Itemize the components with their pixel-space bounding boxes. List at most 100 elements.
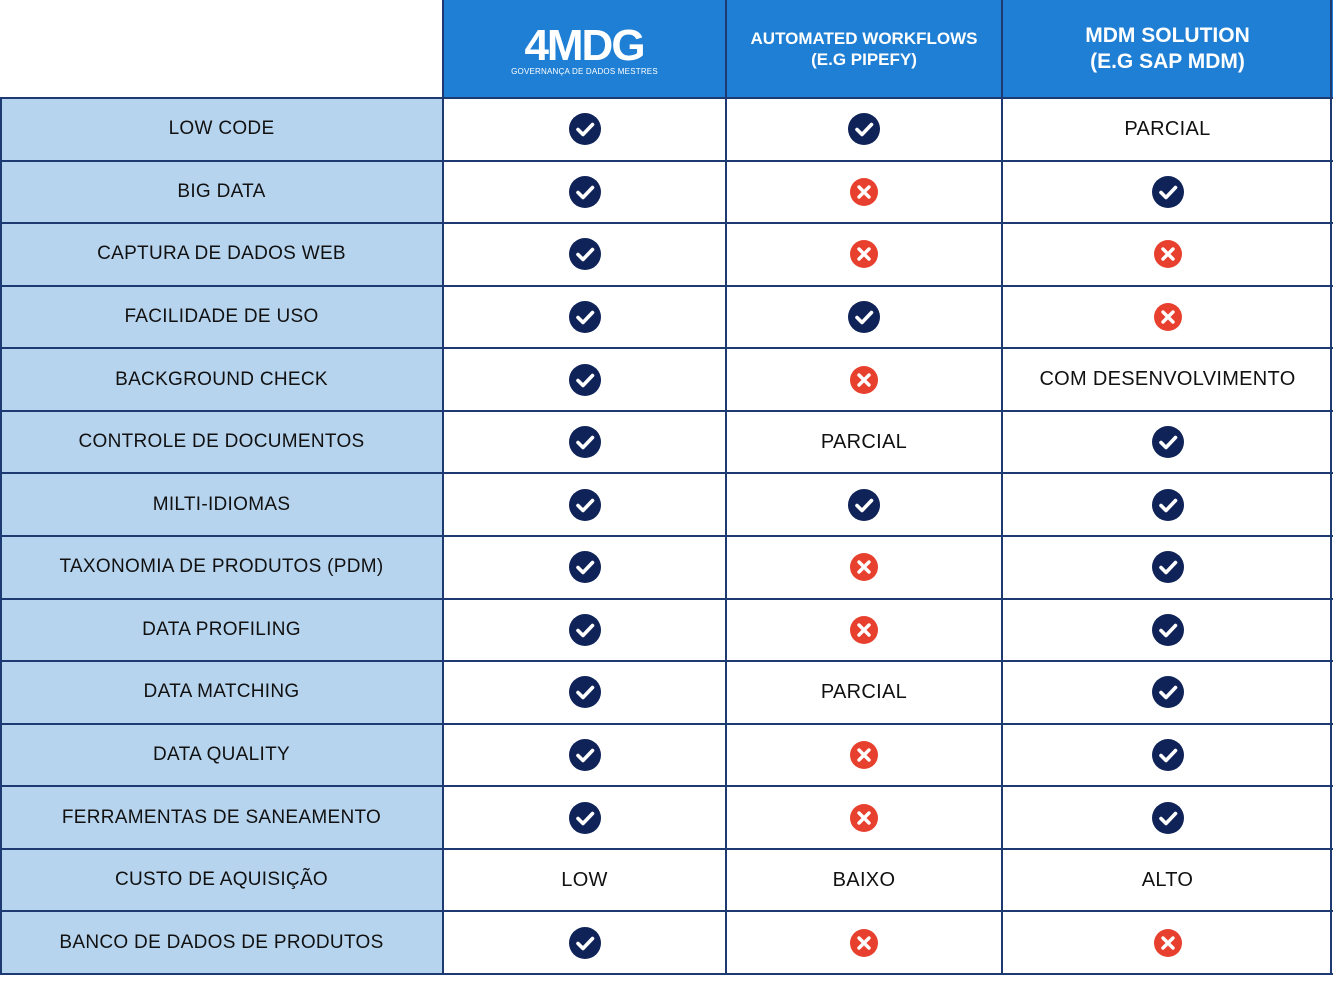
table-cell [726, 535, 1002, 599]
row-divider [0, 847, 1333, 850]
header-col-title: MDM SOLUTION [1085, 23, 1250, 47]
row-divider [0, 785, 1333, 788]
table-cell [1002, 285, 1333, 349]
cross-icon [850, 740, 878, 769]
check-icon [568, 426, 601, 459]
check-icon [568, 488, 601, 521]
table-cell: ALTO [1002, 848, 1333, 912]
table-cell [443, 348, 726, 411]
column-divider [1330, 0, 1332, 975]
row-divider [0, 534, 1333, 537]
check-icon [568, 613, 601, 646]
feature-label: LOW CODE [0, 98, 443, 161]
header-col-subtitle: (E.G SAP MDM) [1090, 50, 1245, 73]
table-cell: PARCIAL [1002, 98, 1333, 161]
row-divider [0, 347, 1333, 350]
table-cell [1002, 535, 1333, 599]
row-divider [0, 159, 1333, 162]
header-col-title: AUTOMATED WORKFLOWS [750, 28, 978, 48]
header-mdm-solution: MDM SOLUTION (E.G SAP MDM) [1002, 0, 1333, 98]
table-cell [1002, 473, 1333, 536]
table-cell [443, 160, 726, 224]
table-cell [1002, 410, 1333, 474]
feature-label: CUSTO DE AQUISIÇÃO [0, 848, 443, 912]
check-icon [568, 551, 601, 584]
table-cell: PARCIAL [726, 661, 1002, 724]
check-icon [568, 113, 601, 146]
table-cell [443, 223, 726, 286]
cross-icon [1153, 240, 1182, 269]
logo-wordmark-text: 4MDG [525, 22, 644, 66]
check-icon [848, 488, 880, 521]
table-cell [1002, 911, 1333, 974]
check-icon [568, 676, 601, 709]
check-icon [1151, 801, 1184, 834]
check-icon [1151, 613, 1184, 646]
table-cell [1002, 723, 1333, 787]
table-cell [726, 723, 1002, 787]
feature-label: DATA PROFILING [0, 598, 443, 662]
cross-icon [850, 240, 878, 269]
table-cell [726, 598, 1002, 662]
header-col-subtitle: (E.G PIPEFY) [811, 50, 917, 69]
feature-label: CAPTURA DE DADOS WEB [0, 223, 443, 286]
table-cell [726, 285, 1002, 349]
table-cell [443, 661, 726, 724]
table-cell [443, 285, 726, 349]
table-cell [1002, 160, 1333, 224]
table-cell [443, 723, 726, 787]
column-divider [725, 0, 727, 975]
table-cell [443, 410, 726, 474]
table-cell [443, 786, 726, 849]
cross-icon [850, 803, 878, 832]
check-icon [1151, 551, 1184, 584]
table-cell [726, 473, 1002, 536]
table-cell [726, 786, 1002, 849]
check-icon [1151, 676, 1184, 709]
check-icon [848, 113, 880, 146]
check-icon [568, 300, 601, 333]
cross-icon [850, 365, 878, 394]
table-cell [443, 98, 726, 161]
table-cell [726, 98, 1002, 161]
table-cell: PARCIAL [726, 410, 1002, 474]
check-icon [568, 238, 601, 271]
logo: 4MDG GOVERNANÇA DE DADOS MESTRES [511, 22, 658, 76]
check-icon [848, 300, 880, 333]
cell-text: PARCIAL [820, 680, 908, 703]
cell-text: ALTO [1141, 868, 1194, 891]
table-cell [443, 911, 726, 974]
column-divider [442, 0, 444, 975]
feature-label: DATA QUALITY [0, 723, 443, 787]
cross-icon [850, 553, 878, 582]
feature-label: BACKGROUND CHECK [0, 348, 443, 411]
cross-icon [850, 928, 878, 957]
table-cell [726, 223, 1002, 286]
cross-icon [850, 615, 878, 644]
check-icon [568, 363, 601, 396]
table-cell [1002, 661, 1333, 724]
table-cell [726, 348, 1002, 411]
cell-text: PARCIAL [820, 430, 908, 453]
feature-label: FACILIDADE DE USO [0, 285, 443, 349]
row-divider [0, 722, 1333, 725]
check-icon [1151, 175, 1184, 208]
logo-wordmark: 4MDG [525, 22, 646, 66]
check-icon [568, 801, 601, 834]
column-divider [0, 98, 2, 975]
row-divider [0, 222, 1333, 225]
logo-tagline: GOVERNANÇA DE DADOS MESTRES [511, 67, 658, 76]
row-divider [0, 597, 1333, 600]
table-cell: BAIXO [726, 848, 1002, 912]
table-cell [726, 160, 1002, 224]
table-cell [1002, 223, 1333, 286]
cross-icon [850, 177, 878, 206]
table-cell [443, 598, 726, 662]
feature-label: CONTROLE DE DOCUMENTOS [0, 410, 443, 474]
cell-text: BAIXO [832, 868, 896, 891]
table-cell [1002, 598, 1333, 662]
feature-label: TAXONOMIA DE PRODUTOS (PDM) [0, 535, 443, 599]
table-cell [443, 535, 726, 599]
cell-text: COM DESENVOLVIMENTO [1039, 368, 1296, 391]
feature-label: FERRAMENTAS DE SANEAMENTO [0, 786, 443, 849]
